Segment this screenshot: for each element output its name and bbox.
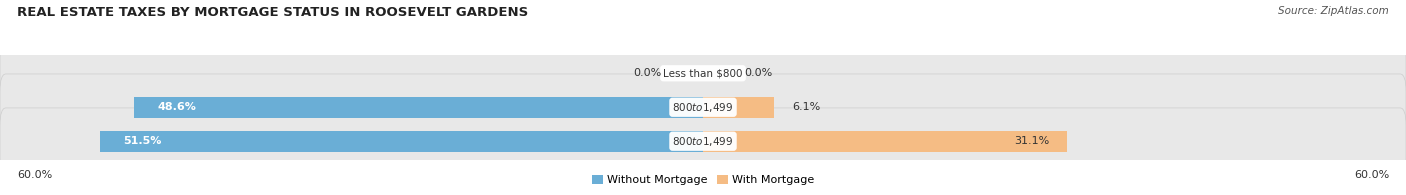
FancyBboxPatch shape xyxy=(0,108,1406,175)
FancyBboxPatch shape xyxy=(0,40,1406,107)
Text: Less than $800: Less than $800 xyxy=(664,68,742,78)
Text: 60.0%: 60.0% xyxy=(1354,170,1389,180)
Text: 48.6%: 48.6% xyxy=(157,102,195,112)
Legend: Without Mortgage, With Mortgage: Without Mortgage, With Mortgage xyxy=(588,170,818,190)
FancyBboxPatch shape xyxy=(0,74,1406,141)
Bar xyxy=(703,97,775,118)
Bar xyxy=(100,131,703,152)
Bar xyxy=(703,131,1067,152)
Text: 60.0%: 60.0% xyxy=(17,170,52,180)
Bar xyxy=(134,97,703,118)
Text: 31.1%: 31.1% xyxy=(1015,136,1050,146)
Text: $800 to $1,499: $800 to $1,499 xyxy=(672,135,734,148)
Text: 6.1%: 6.1% xyxy=(792,102,820,112)
Text: 51.5%: 51.5% xyxy=(124,136,162,146)
Text: REAL ESTATE TAXES BY MORTGAGE STATUS IN ROOSEVELT GARDENS: REAL ESTATE TAXES BY MORTGAGE STATUS IN … xyxy=(17,6,529,19)
Text: 0.0%: 0.0% xyxy=(744,68,772,78)
Text: 0.0%: 0.0% xyxy=(634,68,662,78)
Text: $800 to $1,499: $800 to $1,499 xyxy=(672,101,734,114)
Text: Source: ZipAtlas.com: Source: ZipAtlas.com xyxy=(1278,6,1389,16)
